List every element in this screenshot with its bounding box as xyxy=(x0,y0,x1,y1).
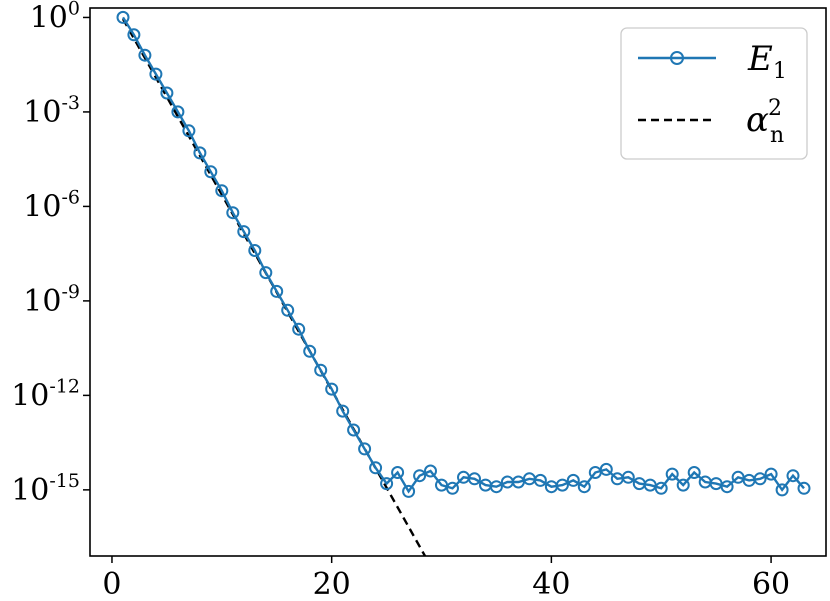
ticks: 0 20 40 60 100 10-3 10-6 10-9 10-12 10-15 xyxy=(11,0,790,601)
data-point xyxy=(764,467,778,481)
data-point xyxy=(555,478,569,492)
data-point xyxy=(314,363,328,377)
data-point xyxy=(336,404,350,418)
data-point xyxy=(292,322,306,336)
data-point xyxy=(424,464,437,478)
data-point xyxy=(182,124,196,138)
y-tick-label: 10-3 xyxy=(23,92,80,130)
data-point xyxy=(160,86,174,100)
data-point xyxy=(468,472,481,486)
y-tick-label: 10-9 xyxy=(23,281,80,319)
data-point xyxy=(654,481,668,495)
data-point xyxy=(786,469,800,483)
data-point xyxy=(303,344,317,358)
data-point xyxy=(116,10,130,24)
data-point xyxy=(753,472,767,486)
data-point xyxy=(687,466,701,479)
data-point xyxy=(347,423,361,437)
legend-label-alpha: α2 n xyxy=(746,96,784,148)
y-tick-label: 10-15 xyxy=(11,470,80,508)
data-point xyxy=(237,225,251,239)
x-tick-label: 20 xyxy=(313,567,351,601)
series-layer xyxy=(116,10,811,556)
data-point xyxy=(797,481,811,495)
data-point xyxy=(358,442,372,456)
y-tick-label: 100 xyxy=(30,0,80,35)
data-point xyxy=(149,67,163,81)
data-point xyxy=(270,284,284,298)
data-point xyxy=(127,28,141,42)
data-point xyxy=(171,105,185,119)
y-tick-label: 10-6 xyxy=(23,186,80,224)
data-point xyxy=(193,146,207,160)
data-point xyxy=(325,382,339,396)
data-point xyxy=(489,480,503,494)
x-tick-label: 0 xyxy=(102,567,121,601)
data-point xyxy=(248,244,262,257)
data-point xyxy=(577,480,591,494)
x-tick-label: 60 xyxy=(752,567,790,601)
data-point xyxy=(599,462,613,476)
legend-marker-e1 xyxy=(670,51,684,65)
legend-box xyxy=(620,27,808,160)
data-point xyxy=(720,480,734,494)
x-tick-label: 40 xyxy=(532,567,570,601)
data-point xyxy=(446,481,459,495)
data-point xyxy=(402,484,416,498)
data-point xyxy=(533,473,547,487)
data-point xyxy=(204,165,218,179)
data-point xyxy=(676,478,690,492)
data-point xyxy=(138,48,152,62)
data-point xyxy=(413,469,427,483)
data-point xyxy=(566,473,580,487)
data-point xyxy=(226,206,240,220)
data-point xyxy=(281,303,295,317)
data-point xyxy=(775,483,789,497)
data-point xyxy=(391,466,405,479)
data-point xyxy=(665,467,679,481)
legend-label-e1: E1 xyxy=(747,39,787,84)
data-point xyxy=(215,184,229,198)
plot-frame xyxy=(89,7,827,557)
y-tick-label: 10-12 xyxy=(11,375,80,413)
data-point xyxy=(369,461,383,475)
data-point xyxy=(621,470,635,484)
legend: E1 α2 n xyxy=(620,27,808,160)
data-point xyxy=(380,477,394,491)
data-point xyxy=(259,266,273,280)
